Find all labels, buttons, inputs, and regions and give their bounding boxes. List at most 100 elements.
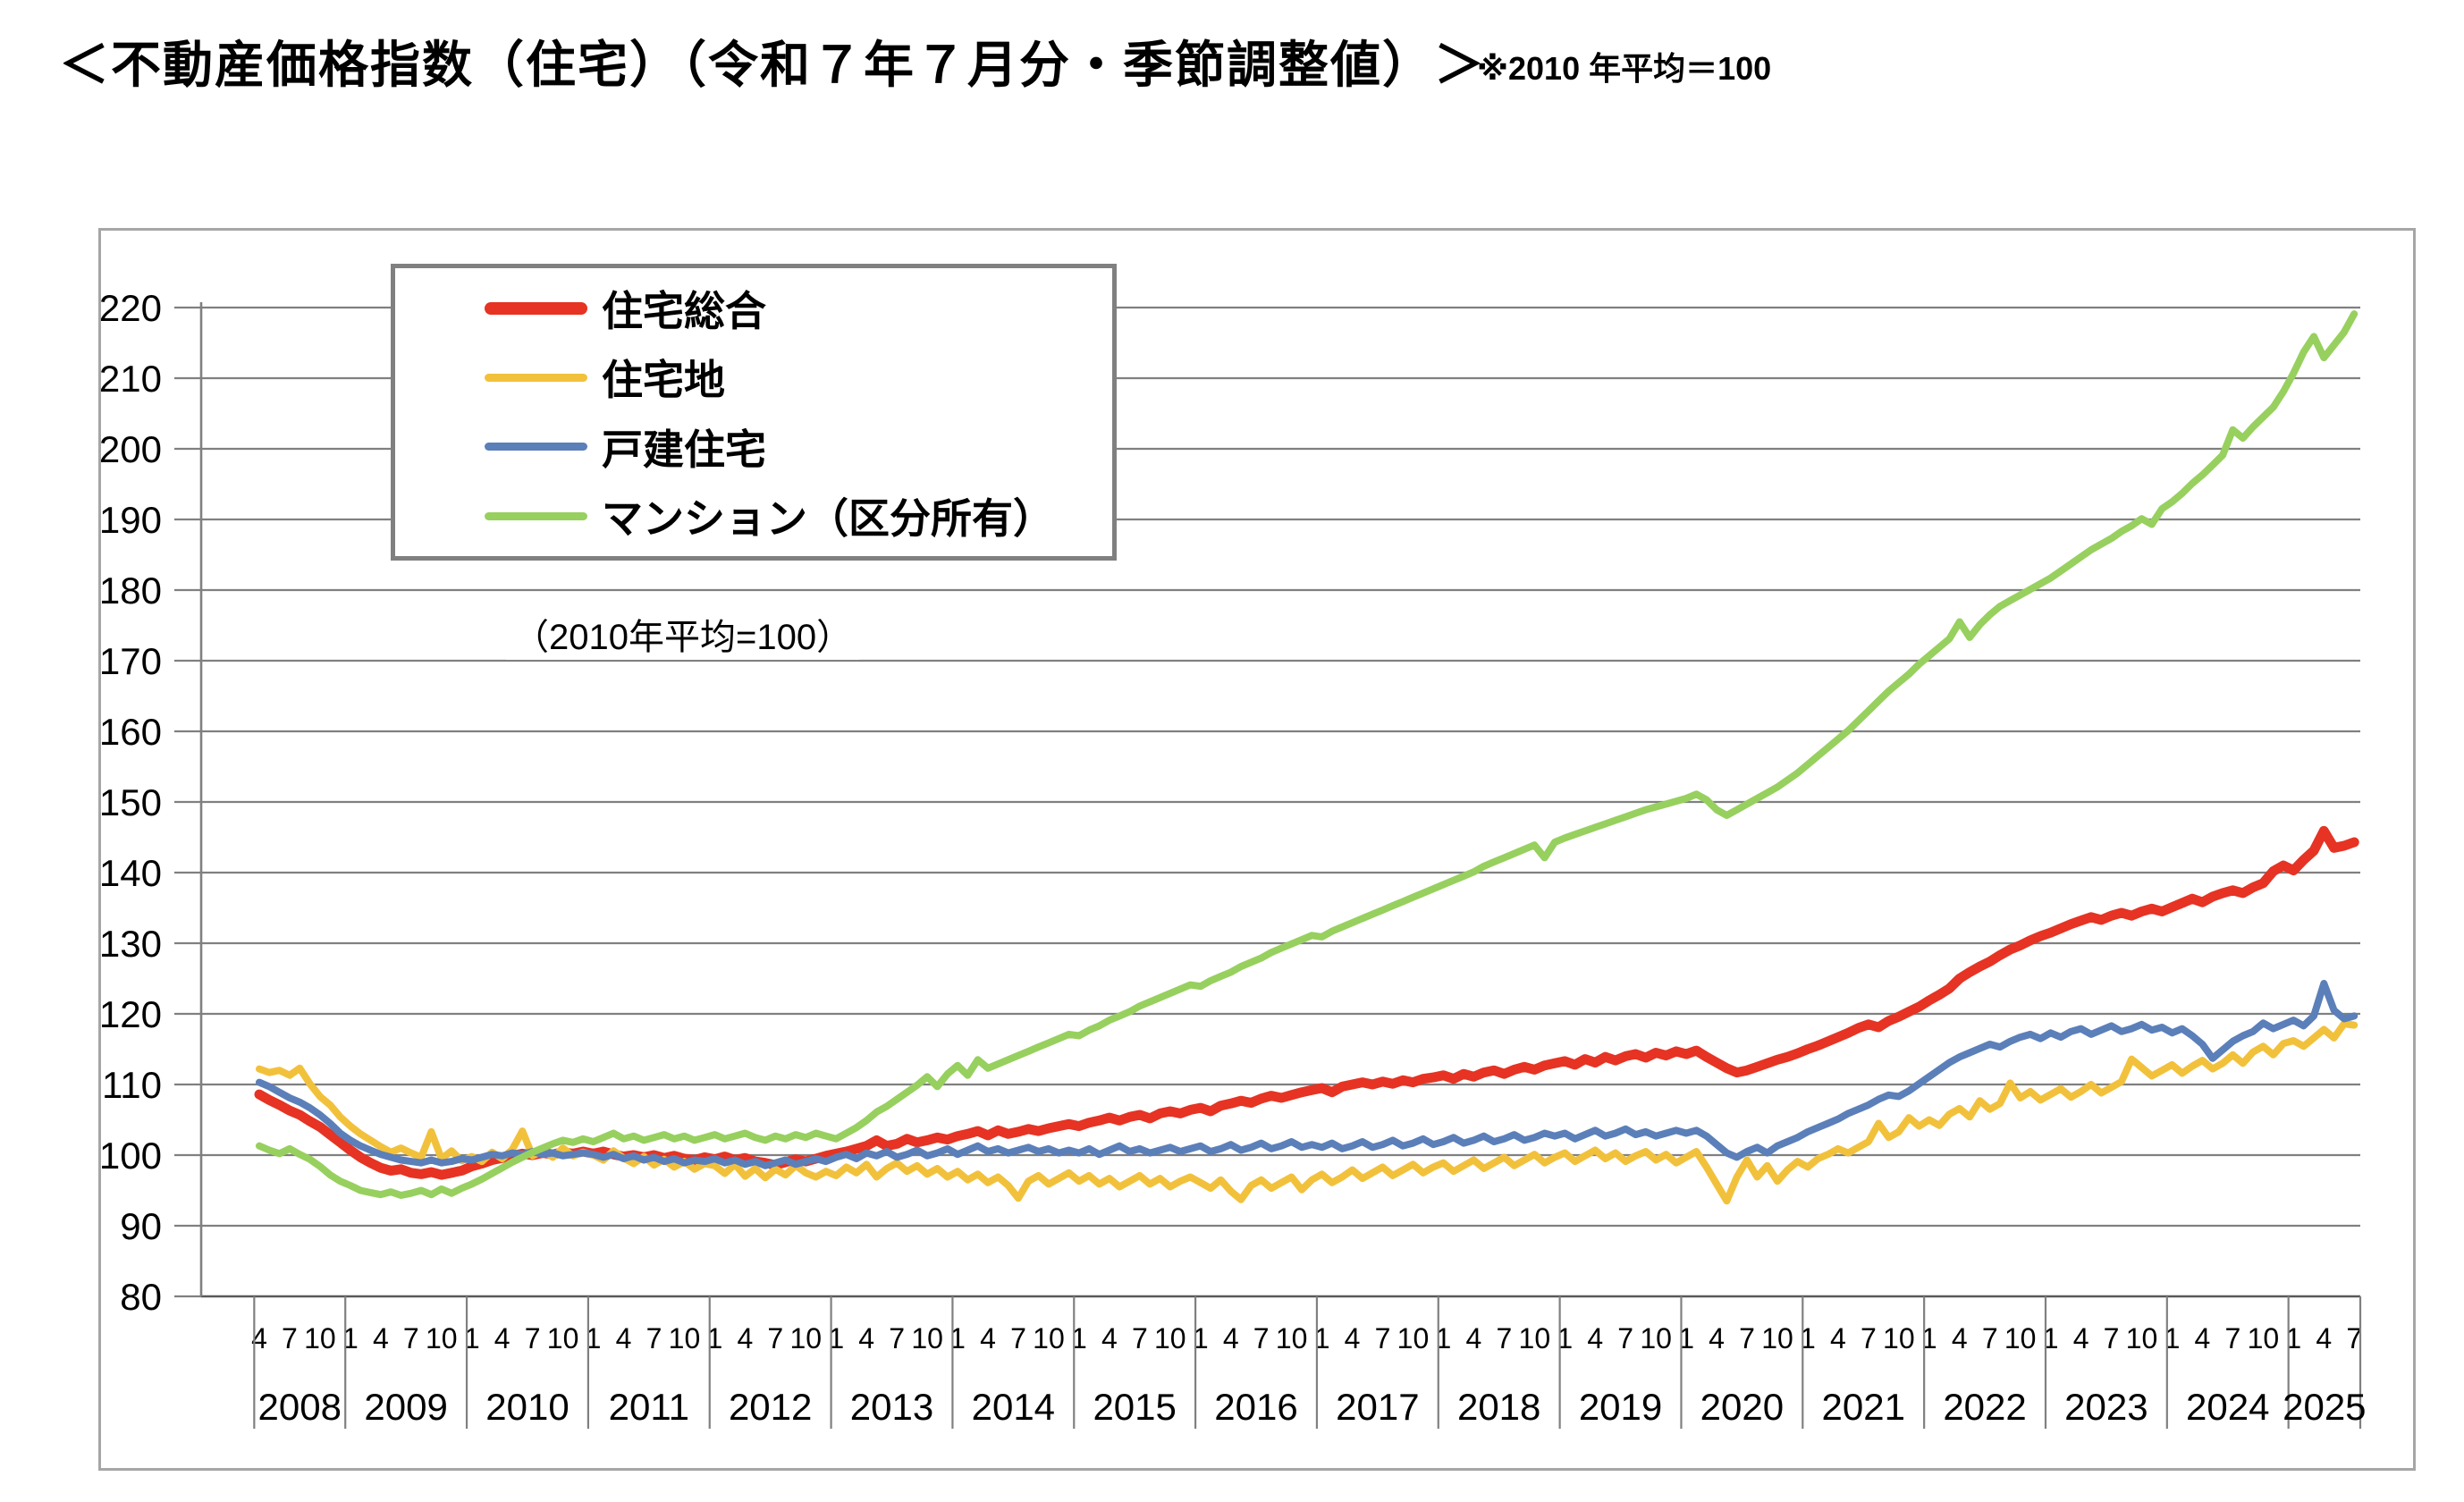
svg-text:2011: 2011 <box>609 1386 689 1428</box>
x-axis-year-separators <box>253 1296 2362 1429</box>
svg-text:1: 1 <box>707 1322 723 1354</box>
svg-text:190: 190 <box>99 499 162 541</box>
svg-text:2010: 2010 <box>485 1386 569 1428</box>
svg-text:7: 7 <box>1253 1322 1270 1354</box>
svg-text:7: 7 <box>2225 1322 2241 1354</box>
legend-label-jutakuchi: 住宅地 <box>602 357 725 404</box>
svg-text:160: 160 <box>99 711 162 753</box>
series-1 <box>256 1020 2359 1205</box>
svg-text:2024: 2024 <box>2186 1386 2269 1428</box>
page-note: ※2010 年平均＝100 <box>1477 50 1772 87</box>
page-title: ＜不動産価格指数（住宅）（令和７年７月分・季節調整値）＞ <box>59 37 1486 93</box>
series-3 <box>256 310 2359 1199</box>
svg-text:10: 10 <box>911 1322 943 1354</box>
y-axis-labels: 220 210 200 190 180 170 160 150 140 130 120 110 100 9… <box>99 287 162 1318</box>
svg-text:1: 1 <box>1800 1322 1816 1354</box>
svg-text:4: 4 <box>1345 1322 1361 1354</box>
svg-text:7: 7 <box>2346 1322 2362 1354</box>
svg-text:1: 1 <box>1557 1322 1573 1354</box>
svg-text:1: 1 <box>1436 1322 1452 1354</box>
svg-text:10: 10 <box>1761 1322 1793 1354</box>
svg-text:4: 4 <box>1952 1322 1968 1354</box>
svg-text:4: 4 <box>2073 1322 2089 1354</box>
svg-text:10: 10 <box>1154 1322 1186 1354</box>
svg-text:220: 220 <box>99 287 162 329</box>
line-sample-jutakuchi <box>485 373 587 382</box>
svg-text:100: 100 <box>99 1135 162 1177</box>
svg-text:1: 1 <box>1193 1322 1209 1354</box>
svg-text:4: 4 <box>494 1322 511 1354</box>
svg-text:7: 7 <box>1132 1322 1148 1354</box>
svg-text:120: 120 <box>99 993 162 1035</box>
series-line-2 <box>256 980 2359 1169</box>
svg-text:7: 7 <box>767 1322 783 1354</box>
y-axis-ticks <box>174 306 201 1298</box>
svg-text:2013: 2013 <box>850 1386 933 1428</box>
svg-text:1: 1 <box>2043 1322 2059 1354</box>
svg-text:4: 4 <box>373 1322 389 1354</box>
x-axis-month-labels: 4 7 10 1 4 7 10 1 4 7 10 1 4 7 10 1 4 7 10 1 4 7 10 1 4 7 10 1 4 7 10 1… <box>251 1322 2362 1354</box>
svg-text:10: 10 <box>1640 1322 1672 1354</box>
svg-text:10: 10 <box>1397 1322 1430 1354</box>
svg-text:2023: 2023 <box>2064 1386 2148 1428</box>
series-0 <box>254 825 2359 1180</box>
series-line-0 <box>254 825 2359 1180</box>
svg-text:10: 10 <box>789 1322 822 1354</box>
svg-text:2020: 2020 <box>1700 1386 1784 1428</box>
legend-label-mansion: マンション（区分所有） <box>602 495 1054 543</box>
svg-text:1: 1 <box>1678 1322 1694 1354</box>
svg-text:140: 140 <box>99 852 162 894</box>
svg-text:1: 1 <box>1921 1322 1937 1354</box>
svg-text:4: 4 <box>1223 1322 1239 1354</box>
chart-base-note: （2010年平均=100） <box>506 608 860 660</box>
svg-text:10: 10 <box>2126 1322 2158 1354</box>
legend-item-sougou: 住宅総合 <box>395 279 1112 338</box>
svg-text:1: 1 <box>2285 1322 2301 1354</box>
svg-text:7: 7 <box>525 1322 541 1354</box>
svg-text:200: 200 <box>99 428 162 470</box>
line-sample-sougou <box>485 301 587 315</box>
svg-text:7: 7 <box>1739 1322 1755 1354</box>
svg-text:7: 7 <box>403 1322 419 1354</box>
svg-text:10: 10 <box>1519 1322 1551 1354</box>
svg-text:2022: 2022 <box>1943 1386 2026 1428</box>
svg-text:7: 7 <box>889 1322 905 1354</box>
svg-text:170: 170 <box>99 640 162 682</box>
svg-text:2021: 2021 <box>1822 1386 1905 1428</box>
line-sample-mansion <box>485 511 587 520</box>
svg-text:10: 10 <box>1033 1322 1065 1354</box>
svg-text:4: 4 <box>2316 1322 2332 1354</box>
legend-label-kodate: 戸建住宅 <box>602 426 766 473</box>
svg-text:150: 150 <box>99 781 162 823</box>
svg-text:4: 4 <box>737 1322 753 1354</box>
svg-text:4: 4 <box>1830 1322 1846 1354</box>
svg-text:10: 10 <box>1883 1322 1915 1354</box>
chart-legend: 住宅総合 住宅地 戸建住宅 マンション（区分所有） <box>391 264 1117 561</box>
svg-text:80: 80 <box>120 1276 162 1318</box>
svg-text:2025: 2025 <box>2283 1386 2366 1428</box>
svg-text:4: 4 <box>251 1322 267 1354</box>
svg-text:7: 7 <box>646 1322 662 1354</box>
svg-text:4: 4 <box>980 1322 996 1354</box>
svg-text:1: 1 <box>342 1322 359 1354</box>
series-2 <box>256 980 2359 1169</box>
svg-text:10: 10 <box>2004 1322 2037 1354</box>
svg-text:10: 10 <box>669 1322 701 1354</box>
svg-text:210: 210 <box>99 358 162 400</box>
svg-text:7: 7 <box>1375 1322 1391 1354</box>
svg-text:2018: 2018 <box>1457 1386 1540 1428</box>
svg-text:1: 1 <box>464 1322 480 1354</box>
x-axis-year-labels: 2008 2009 2010 2011 2012 2013 2014 2015 2016 2017… <box>258 1386 2367 1428</box>
line-sample-kodate <box>485 443 587 451</box>
svg-text:130: 130 <box>99 923 162 965</box>
legend-item-jutakuchi: 住宅地 <box>395 348 1112 407</box>
svg-text:2019: 2019 <box>1579 1386 1662 1428</box>
svg-text:7: 7 <box>1617 1322 1633 1354</box>
svg-text:1: 1 <box>2164 1322 2181 1354</box>
legend-item-mansion: マンション（区分所有） <box>395 486 1112 545</box>
svg-text:4: 4 <box>858 1322 874 1354</box>
svg-text:7: 7 <box>282 1322 298 1354</box>
series-line-1 <box>256 1020 2359 1205</box>
svg-text:4: 4 <box>1466 1322 1482 1354</box>
